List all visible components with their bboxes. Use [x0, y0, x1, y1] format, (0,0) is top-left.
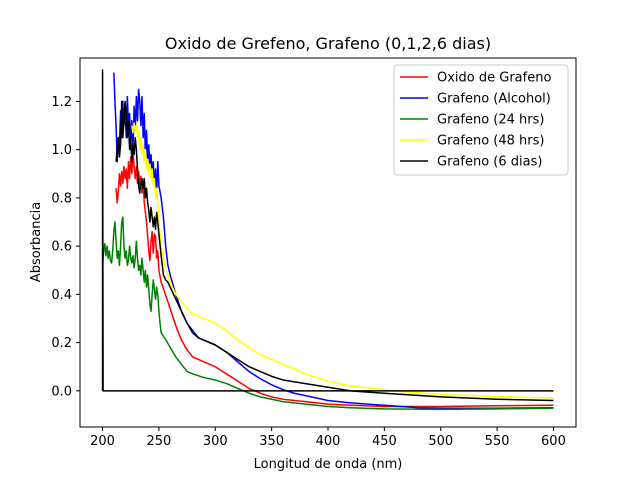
x-axis-label: Longitud de onda (nm) — [254, 457, 403, 472]
y-axis-label: Absorbancia — [29, 202, 44, 282]
x-axis: 200 250 300 350 400 450 500 550 600 — [90, 427, 566, 449]
series-1-line — [115, 148, 554, 408]
legend-entry: Grafeno (24 hrs) — [437, 113, 544, 128]
series-5-line — [101, 69, 554, 392]
x-tick-label: 350 — [259, 434, 284, 449]
series-lines — [101, 69, 554, 411]
y-tick-label: 1.2 — [51, 95, 72, 110]
y-tick-label: 0.8 — [51, 191, 72, 206]
y-tick-label: 1.0 — [51, 143, 72, 158]
x-tick-label: 400 — [316, 434, 341, 449]
legend-entry: Grafeno (Alcohol) — [437, 92, 551, 107]
legend-entry: Grafeno (48 hrs) — [437, 134, 544, 149]
legend-box — [393, 64, 569, 176]
x-tick-label: 250 — [146, 434, 171, 449]
y-tick-label: 0.4 — [51, 288, 72, 303]
y-axis: 0.0 0.2 0.4 0.6 0.8 1.0 1.2 — [51, 95, 80, 399]
x-tick-label: 300 — [203, 434, 228, 449]
series-5-line-main — [115, 100, 554, 402]
legend-entry: Oxido de Grafeno — [437, 71, 551, 86]
x-tick-label: 500 — [428, 434, 453, 449]
legend-entry: Grafeno (6 dias) — [437, 155, 542, 170]
legend: Oxido de Grafeno Grafeno (Alcohol) Grafeno… — [393, 64, 569, 176]
x-tick-label: 200 — [90, 434, 115, 449]
chart-title: Oxido de Grefeno, Grafeno (0,1,2,6 dias) — [165, 34, 491, 53]
y-tick-label: 0.6 — [51, 240, 72, 255]
series-3-line — [101, 216, 554, 411]
y-tick-label: 0.0 — [51, 384, 72, 399]
x-tick-label: 550 — [485, 434, 510, 449]
series-4-line — [131, 122, 554, 399]
x-tick-label: 600 — [541, 434, 566, 449]
x-tick-label: 450 — [372, 434, 397, 449]
y-tick-label: 0.2 — [51, 336, 72, 351]
